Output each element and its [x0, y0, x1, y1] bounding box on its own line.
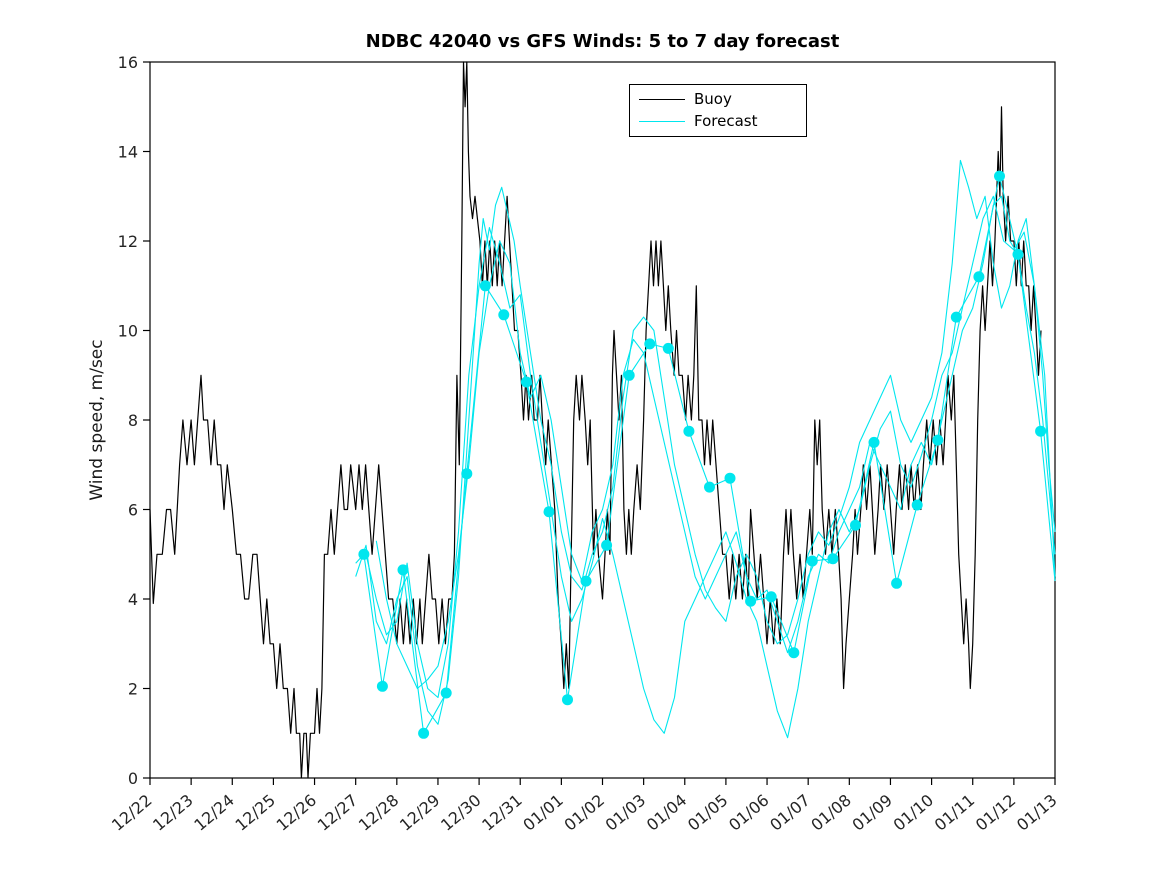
forecast-marker	[827, 553, 839, 565]
forecast-line	[355, 159, 1056, 725]
forecast-marker	[662, 342, 674, 354]
forecast-marker	[994, 170, 1005, 182]
legend-label-forecast: Forecast	[694, 112, 758, 131]
legend: Buoy Forecast	[629, 84, 807, 137]
y-tick-label: 6	[128, 501, 138, 520]
forecast-line	[375, 195, 1056, 690]
y-tick-label: 4	[128, 590, 138, 609]
x-tick-label: 01/08	[807, 791, 855, 835]
plot-border	[149, 61, 1056, 779]
forecast-marker	[397, 564, 409, 576]
x-tick-label: 12/29	[396, 791, 444, 835]
forecast-marker	[358, 548, 370, 560]
forecast-marker	[1012, 248, 1024, 260]
forecast-marker	[950, 311, 962, 323]
legend-label-buoy: Buoy	[694, 89, 732, 108]
x-tick-label: 12/26	[273, 791, 321, 835]
forecast-marker	[745, 595, 757, 607]
y-tick-label: 16	[118, 53, 138, 72]
forecast-marker	[520, 376, 532, 388]
forecast-marker	[868, 436, 880, 448]
x-tick-label: 01/13	[1013, 791, 1061, 835]
buoy-line	[149, 61, 1042, 779]
x-tick-label: 01/01	[519, 791, 567, 835]
x-tick-label: 01/06	[725, 791, 773, 835]
forecast-marker	[498, 309, 510, 321]
x-tick-label: 01/09	[848, 791, 896, 835]
x-tick-label: 01/10	[890, 791, 938, 835]
forecast-marker	[440, 687, 452, 699]
buoy-swatch	[639, 98, 685, 100]
x-tick-label: 12/31	[478, 791, 526, 835]
chart-title: NDBC 42040 vs GFS Winds: 5 to 7 day fore…	[365, 31, 840, 52]
x-tick-label: 01/04	[643, 791, 691, 835]
x-tick-label: 12/25	[231, 791, 279, 835]
legend-entry-buoy: Buoy	[630, 89, 806, 108]
x-tick-label: 01/11	[931, 791, 979, 835]
y-tick-label: 10	[118, 322, 138, 341]
x-tick-label: 12/24	[190, 791, 238, 835]
forecast-marker	[932, 434, 944, 446]
forecast-marker	[850, 519, 861, 531]
forecast-marker	[580, 575, 592, 587]
forecast-marker	[911, 499, 923, 511]
forecast-marker	[543, 506, 555, 518]
legend-entry-forecast: Forecast	[630, 114, 806, 129]
forecast-marker	[479, 280, 491, 292]
forecast-marker	[461, 468, 473, 480]
x-tick-label: 12/27	[314, 791, 362, 835]
forecast-marker	[765, 591, 777, 603]
forecast-swatch	[639, 121, 685, 123]
x-tick-label: 01/05	[684, 791, 732, 835]
forecast-marker	[376, 680, 388, 692]
x-tick-label: 01/03	[602, 791, 650, 835]
x-tick-label: 12/23	[149, 791, 197, 835]
forecast-marker	[788, 647, 800, 659]
forecast-marker	[891, 577, 903, 589]
forecast-marker	[806, 555, 818, 567]
forecast-marker	[601, 539, 613, 551]
forecast-marker	[644, 338, 656, 350]
forecast-marker	[623, 369, 635, 381]
forecast-marker	[418, 727, 430, 739]
x-tick-label: 12/28	[355, 791, 403, 835]
forecast-marker	[562, 694, 573, 706]
forecast-marker	[724, 472, 736, 484]
x-tick-label: 12/30	[437, 791, 485, 835]
y-tick-label: 8	[128, 411, 138, 430]
y-tick-label: 14	[118, 143, 138, 162]
x-tick-label: 01/02	[561, 791, 609, 835]
y-tick-label: 0	[128, 769, 138, 788]
forecast-marker	[1035, 425, 1047, 437]
y-tick-label: 2	[128, 680, 138, 699]
x-tick-label: 12/22	[108, 791, 156, 835]
forecast-line	[365, 195, 1056, 739]
forecast-marker	[683, 425, 695, 437]
forecast-marker	[704, 481, 715, 493]
y-tick-label: 12	[118, 232, 138, 251]
forecast-marker	[973, 271, 985, 283]
x-tick-label: 01/07	[766, 791, 814, 835]
x-tick-label: 01/12	[972, 791, 1020, 835]
